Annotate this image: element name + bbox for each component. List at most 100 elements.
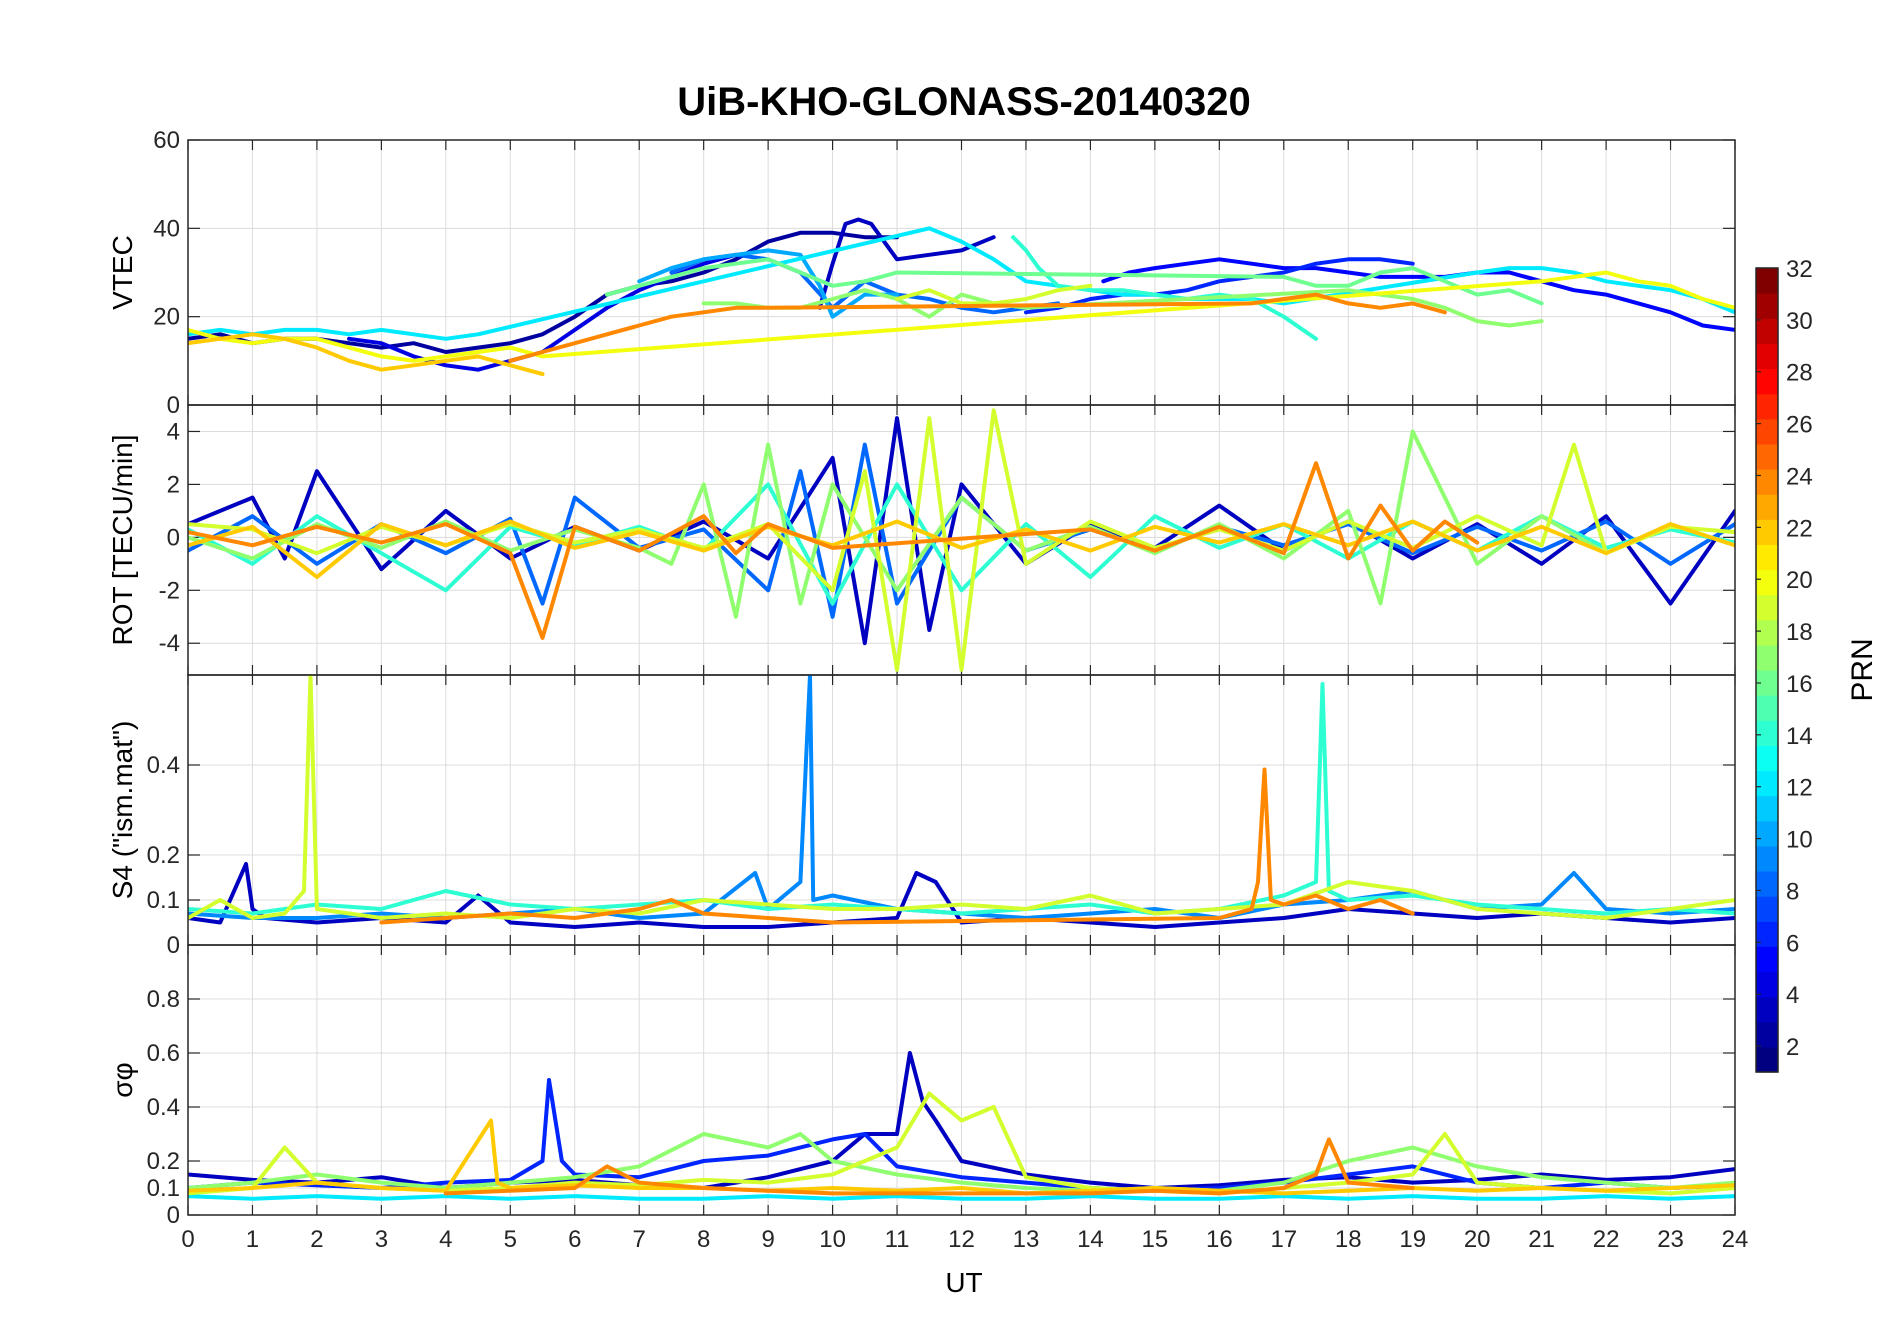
colorbar-segment (1756, 1046, 1778, 1073)
axes-frame (187, 944, 1736, 1216)
colorbar-tick-label: 20 (1786, 567, 1813, 594)
colorbar-tick-label: 28 (1786, 360, 1813, 387)
panel-4: 00.10.2 0.4 0.6 0.8 σφ (107, 944, 1736, 1229)
series-prn-16 (605, 257, 1544, 306)
colorbar-segment (1756, 820, 1778, 847)
y-tick-label: 0.6 (147, 1040, 180, 1067)
colorbar-segment (1756, 293, 1778, 319)
y-tick-label: 0.4 (147, 752, 180, 779)
colorbar-segment (1756, 469, 1778, 495)
colorbar-segment (1756, 971, 1778, 998)
colorbar-segment (1756, 770, 1778, 797)
series-prn-19 (188, 675, 1735, 920)
x-tick-label: 17 (1270, 1226, 1297, 1253)
figure-title: UiB-KHO-GLONASS-20140320 (677, 80, 1251, 124)
series-prn-24 (188, 461, 1480, 640)
x-tick-label: 2 (310, 1226, 323, 1253)
x-tick-label: 12 (948, 1226, 975, 1253)
y-tick-label: 60 (153, 127, 180, 154)
traces (188, 408, 1735, 672)
x-tick-label: 7 (633, 1226, 646, 1253)
series-prn-22 (188, 332, 545, 377)
y-axis-label: ROT [TECU/min] (107, 434, 138, 645)
y-tick-label: 0.4 (147, 1094, 180, 1121)
traces (188, 1051, 1735, 1201)
x-tick-label: 15 (1142, 1226, 1169, 1253)
x-tick-label: 24 (1722, 1226, 1749, 1253)
y-tick-label: 0.1 (147, 887, 180, 914)
colorbar-segment (1756, 443, 1778, 470)
colorbar-segment (1756, 871, 1778, 897)
y-tick-label: 0.2 (147, 1148, 180, 1175)
panel-2: -4 -2 0 2 4 ROT [TECU/min] (107, 404, 1736, 676)
colorbar-tick-label: 14 (1786, 723, 1813, 750)
y-tick-label: -4 (159, 630, 180, 657)
x-tick-label: 16 (1206, 1226, 1233, 1253)
x-tick-label: 8 (697, 1226, 710, 1253)
panel-1: 0 20 40 60 VTEC (107, 127, 1736, 419)
series-prn-6 (1024, 257, 1415, 315)
x-tick-label: 22 (1593, 1226, 1620, 1253)
colorbar-segment (1756, 544, 1778, 571)
y-axis-label: VTEC (107, 235, 138, 310)
colorbar-tick-label: 4 (1786, 982, 1799, 1009)
colorbar-segment (1756, 1021, 1778, 1048)
colorbar-segment (1756, 644, 1778, 671)
y-tick-label: 40 (153, 215, 180, 242)
colorbar-segment (1756, 921, 1778, 947)
colorbar-frame (1755, 267, 1779, 1073)
x-axis-label: UT (945, 1267, 982, 1298)
colorbar-tick-label: 18 (1786, 619, 1813, 646)
y-tick-label: 0 (167, 1202, 180, 1229)
y-tick-label: 0 (167, 392, 180, 419)
colorbar-segment (1756, 946, 1778, 973)
series-prn-22 (188, 1118, 1735, 1196)
series-prn-5 (1101, 257, 1735, 332)
x-tick-label: 9 (761, 1226, 774, 1253)
x-axis: 0 1 2 3 4 5 6 7 8 9 10 11 12 13 14 15 16 17 18 19 20 21 22 23 24 (181, 1226, 1748, 1253)
colorbar-tick-label: 2 (1786, 1034, 1799, 1061)
colorbar-segment (1756, 418, 1778, 445)
x-tick-label: 1 (246, 1226, 259, 1253)
colorbar-segment (1756, 695, 1778, 721)
colorbar-tick-label: 30 (1786, 308, 1813, 335)
colorbar-tick-label: 26 (1786, 412, 1813, 439)
x-tick-label: 5 (504, 1226, 517, 1253)
y-tick-label: 0.2 (147, 842, 180, 869)
series-prn-24 (508, 292, 1447, 363)
y-tick-label: -2 (159, 577, 180, 604)
y-tick-label: 0 (167, 524, 180, 551)
colorbar-segment (1756, 343, 1778, 370)
y-tick-label: 0 (167, 932, 180, 959)
traces (188, 675, 1735, 929)
y-axis-label: S4 ("ism.mat") (107, 721, 138, 900)
x-tick-label: 6 (568, 1226, 581, 1253)
colorbar-segment (1756, 368, 1778, 395)
series-prn-3 (817, 217, 996, 310)
colorbar-segment (1756, 594, 1778, 621)
colorbar-tick-label: 6 (1786, 930, 1799, 957)
x-tick-label: 14 (1077, 1226, 1104, 1253)
x-tick-label: 3 (375, 1226, 388, 1253)
y-tick-label: 20 (153, 304, 180, 331)
colorbar-tick-label: 8 (1786, 878, 1799, 905)
y-tick-label: 0.1 (147, 1175, 180, 1202)
colorbar-segment (1756, 494, 1778, 520)
series-prn-19 (895, 283, 1093, 306)
x-tick-label: 21 (1528, 1226, 1555, 1253)
colorbar-segment (1756, 745, 1778, 772)
colorbar-segment (1756, 519, 1778, 545)
series-prn-24 (379, 767, 1415, 925)
x-tick-label: 18 (1335, 1226, 1362, 1253)
series-prn-24 (443, 1137, 1415, 1196)
x-tick-label: 4 (439, 1226, 452, 1253)
y-tick-label: 0.8 (147, 986, 180, 1013)
series-prn-22 (188, 519, 1735, 580)
colorbar-segment (1756, 996, 1778, 1023)
colorbar-segment (1756, 720, 1778, 746)
colorbar-tick-label: 16 (1786, 671, 1813, 698)
y-tick-label: 2 (167, 471, 180, 498)
series-prn-12 (188, 1194, 1735, 1201)
colorbar-segment (1756, 619, 1778, 646)
